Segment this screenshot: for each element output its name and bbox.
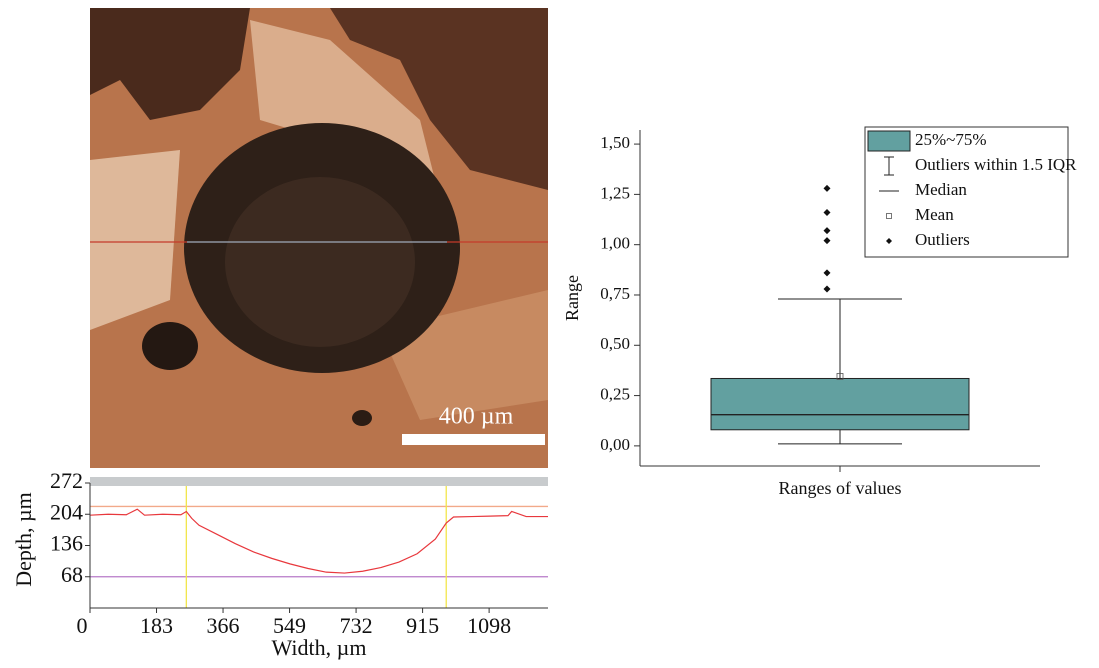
x-tick-label: 0: [77, 613, 88, 638]
y-tick-label: 68: [61, 562, 83, 587]
y-tick-label: 0,25: [600, 384, 630, 403]
pore: [352, 410, 372, 426]
legend-label: Outliers within 1.5 IQR: [915, 155, 1077, 174]
x-tick-label: 1098: [467, 613, 511, 638]
y-tick-label: 1,50: [600, 133, 630, 152]
scale-label: 400 µm: [439, 404, 514, 430]
legend-label: Mean: [915, 205, 954, 224]
legend-label: 25%~75%: [915, 130, 987, 149]
y-axis-label: Depth, µm: [11, 492, 36, 587]
outlier: [824, 237, 831, 244]
y-tick-label: 0,75: [600, 284, 630, 303]
x-axis-label: Width, µm: [272, 635, 367, 660]
micrograph: 400 µm: [90, 8, 548, 486]
outlier: [824, 285, 831, 292]
box: [711, 378, 969, 429]
y-tick-label: 272: [50, 468, 83, 493]
outlier: [824, 269, 831, 276]
y-tick-label: 0,00: [600, 435, 630, 454]
y-tick-label: 204: [50, 499, 83, 524]
legend-label: Median: [915, 180, 967, 199]
y-tick-label: 1,25: [600, 183, 630, 202]
outlier: [824, 209, 831, 216]
outlier: [824, 227, 831, 234]
y-tick-label: 136: [50, 531, 83, 556]
y-tick-label: 1,00: [600, 234, 630, 253]
slider: [90, 477, 548, 486]
x-tick-label: 366: [207, 613, 240, 638]
x-tick-label: 915: [406, 613, 439, 638]
legend-label: Outliers: [915, 230, 970, 249]
figure: 400 µm 6813620427201833665497329151098Wi…: [0, 0, 1099, 668]
outlier: [824, 185, 831, 192]
indent-core: [225, 177, 415, 347]
x-tick-label: Ranges of values: [779, 478, 902, 498]
legend-swatch: [868, 131, 910, 151]
pore: [142, 322, 198, 370]
profile-line: [90, 509, 548, 573]
y-axis-label: Range: [562, 275, 582, 321]
scale-bar: [402, 434, 545, 445]
x-tick-label: 183: [140, 613, 173, 638]
y-tick-label: 0,50: [600, 334, 630, 353]
